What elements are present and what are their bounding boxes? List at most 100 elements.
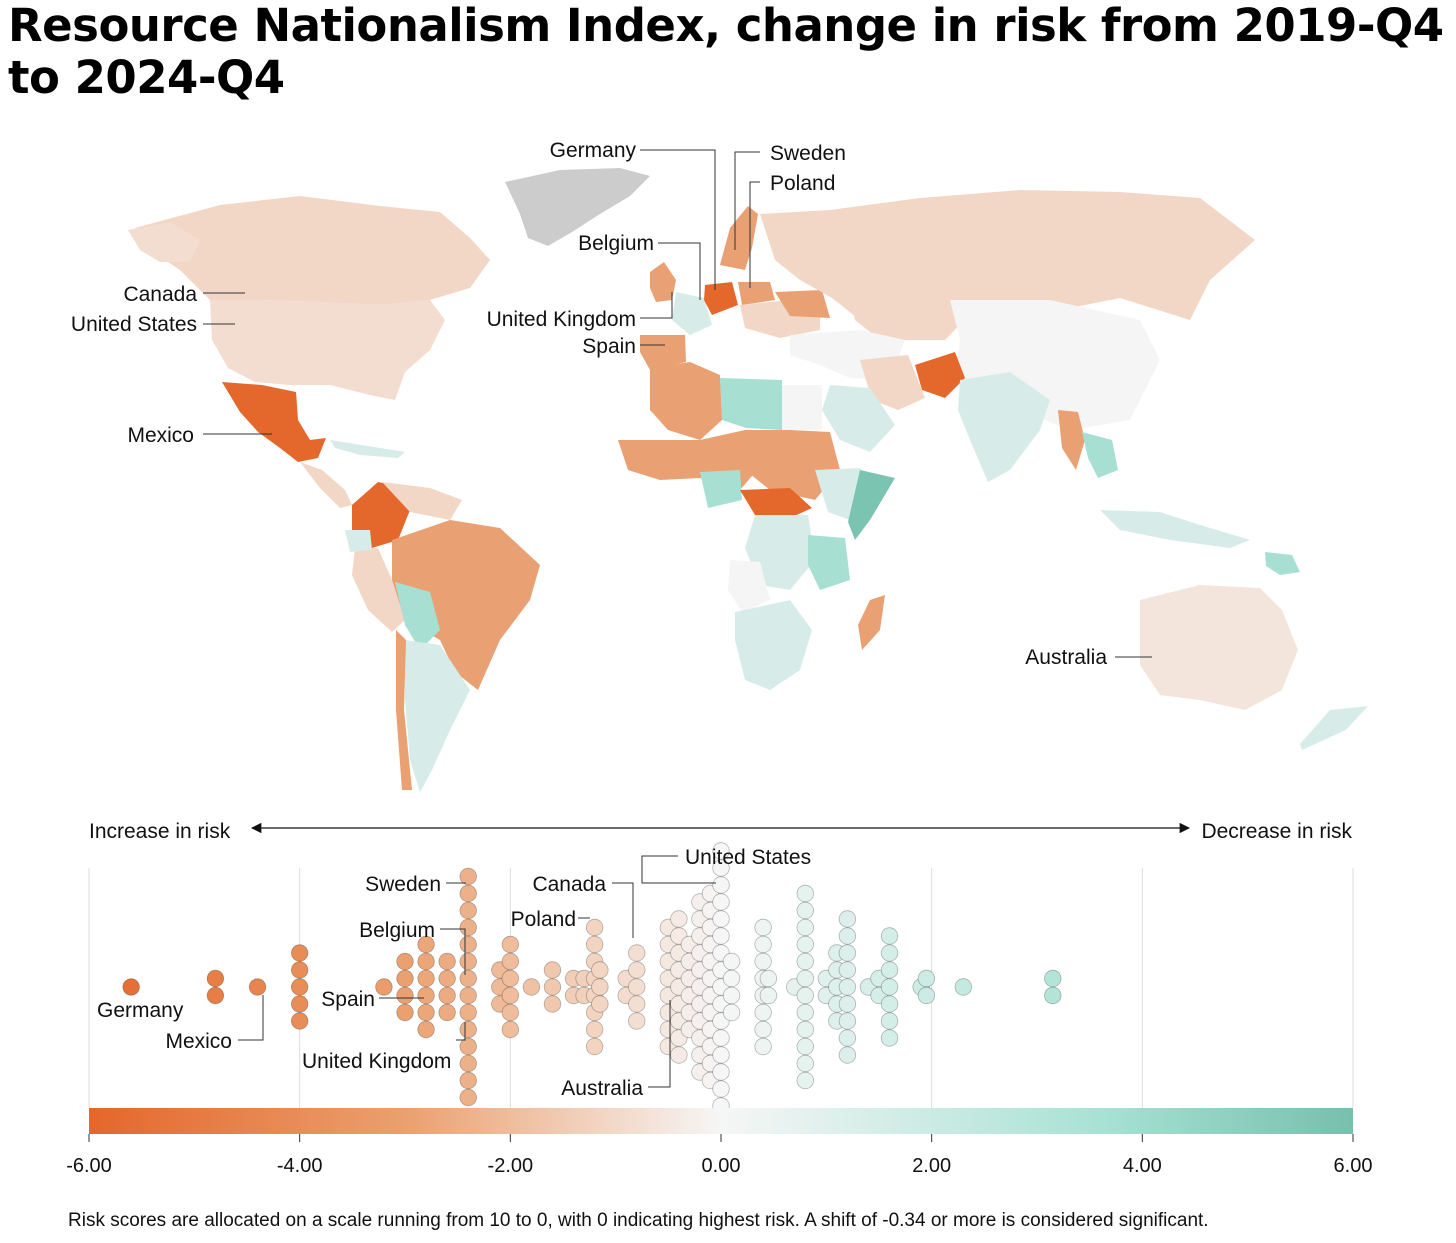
country-dot[interactable] <box>712 910 730 928</box>
country-dot[interactable] <box>722 969 741 988</box>
country-dot[interactable] <box>670 910 688 928</box>
country-dot[interactable] <box>838 1012 857 1030</box>
country-dot[interactable] <box>838 910 857 928</box>
country-dot[interactable] <box>417 1020 435 1039</box>
country-dot[interactable] <box>838 944 857 962</box>
country-dot[interactable] <box>712 1029 730 1047</box>
country-dot[interactable] <box>880 978 899 996</box>
country-dot[interactable] <box>206 986 225 1005</box>
country-dot[interactable] <box>838 961 857 979</box>
country-dot[interactable] <box>754 1020 772 1039</box>
country-dot[interactable] <box>122 978 140 996</box>
country-dot[interactable] <box>501 986 520 1005</box>
country-dot[interactable] <box>796 986 814 1005</box>
country-dot[interactable] <box>722 986 741 1005</box>
country-dot[interactable] <box>417 952 435 971</box>
country-dot[interactable] <box>396 1003 414 1022</box>
country-dot[interactable] <box>522 978 541 996</box>
country-dot[interactable] <box>880 961 899 979</box>
country-dot[interactable] <box>796 1037 814 1056</box>
country-dot[interactable] <box>880 927 899 945</box>
country-dot[interactable] <box>754 1037 772 1056</box>
country-dot[interactable] <box>417 1003 435 1022</box>
country-dot[interactable] <box>459 1037 477 1056</box>
country-dot[interactable] <box>628 961 646 979</box>
country-dot[interactable] <box>248 978 267 996</box>
country-dot[interactable] <box>838 1029 857 1047</box>
country-dot[interactable] <box>438 1003 456 1022</box>
country-dot[interactable] <box>796 969 814 988</box>
country-dot[interactable] <box>459 969 477 988</box>
country-dot[interactable] <box>459 1071 477 1090</box>
country-dot[interactable] <box>1044 969 1062 988</box>
country-dot[interactable] <box>838 978 857 996</box>
country-dot[interactable] <box>796 1054 814 1073</box>
country-dot[interactable] <box>438 986 456 1005</box>
country-dot[interactable] <box>1044 986 1062 1005</box>
country-dot[interactable] <box>459 918 477 937</box>
country-dot[interactable] <box>712 1046 730 1064</box>
country-dot[interactable] <box>585 1037 604 1056</box>
country-dot[interactable] <box>206 969 225 988</box>
country-dot[interactable] <box>838 927 857 945</box>
country-dot[interactable] <box>712 876 730 894</box>
country-dot[interactable] <box>543 978 562 996</box>
country-dot[interactable] <box>712 1063 730 1081</box>
country-dot[interactable] <box>754 952 772 971</box>
country-dot[interactable] <box>417 986 435 1005</box>
country-dot[interactable] <box>501 1020 520 1039</box>
country-dot[interactable] <box>543 995 562 1013</box>
country-dot[interactable] <box>796 1003 814 1022</box>
country-dot[interactable] <box>759 986 778 1005</box>
country-dot[interactable] <box>501 1003 520 1022</box>
country-dot[interactable] <box>796 935 814 954</box>
country-dot[interactable] <box>459 935 477 954</box>
country-dot[interactable] <box>459 1088 477 1107</box>
country-dot[interactable] <box>290 1012 309 1030</box>
country-dot[interactable] <box>501 969 520 988</box>
country-dot[interactable] <box>722 1003 741 1022</box>
country-dot[interactable] <box>290 978 309 996</box>
country-dot[interactable] <box>628 1012 646 1030</box>
country-dot[interactable] <box>796 952 814 971</box>
country-dot[interactable] <box>459 1003 477 1022</box>
country-dot[interactable] <box>438 969 456 988</box>
country-dot[interactable] <box>796 1071 814 1090</box>
country-dot[interactable] <box>712 893 730 911</box>
country-dot[interactable] <box>417 935 435 954</box>
country-dot[interactable] <box>459 867 477 886</box>
country-dot[interactable] <box>591 978 609 996</box>
country-dot[interactable] <box>438 952 456 971</box>
country-dot[interactable] <box>712 1080 730 1098</box>
country-dot[interactable] <box>712 859 730 877</box>
country-dot[interactable] <box>838 1046 857 1064</box>
country-dot[interactable] <box>396 986 414 1005</box>
country-dot[interactable] <box>754 935 772 954</box>
country-dot[interactable] <box>628 978 646 996</box>
country-dot[interactable] <box>290 944 309 962</box>
country-dot[interactable] <box>591 995 609 1013</box>
country-dot[interactable] <box>880 1029 899 1047</box>
country-dot[interactable] <box>459 884 477 903</box>
country-dot[interactable] <box>585 918 604 937</box>
country-dot[interactable] <box>917 986 936 1005</box>
country-dot[interactable] <box>838 995 857 1013</box>
country-dot[interactable] <box>585 1020 604 1039</box>
country-dot[interactable] <box>591 961 609 979</box>
country-dot[interactable] <box>459 952 477 971</box>
country-dot[interactable] <box>722 952 741 971</box>
country-dot[interactable] <box>880 944 899 962</box>
country-dot[interactable] <box>796 1020 814 1039</box>
country-dot[interactable] <box>290 995 309 1013</box>
country-dot[interactable] <box>759 969 778 988</box>
country-dot[interactable] <box>396 952 414 971</box>
country-dot[interactable] <box>712 927 730 945</box>
country-dot[interactable] <box>396 969 414 988</box>
country-dot[interactable] <box>459 1020 477 1039</box>
country-dot[interactable] <box>754 918 772 937</box>
country-dot[interactable] <box>459 901 477 920</box>
country-dot[interactable] <box>543 961 562 979</box>
country-dot[interactable] <box>796 918 814 937</box>
country-dot[interactable] <box>628 944 646 962</box>
country-dot[interactable] <box>459 986 477 1005</box>
